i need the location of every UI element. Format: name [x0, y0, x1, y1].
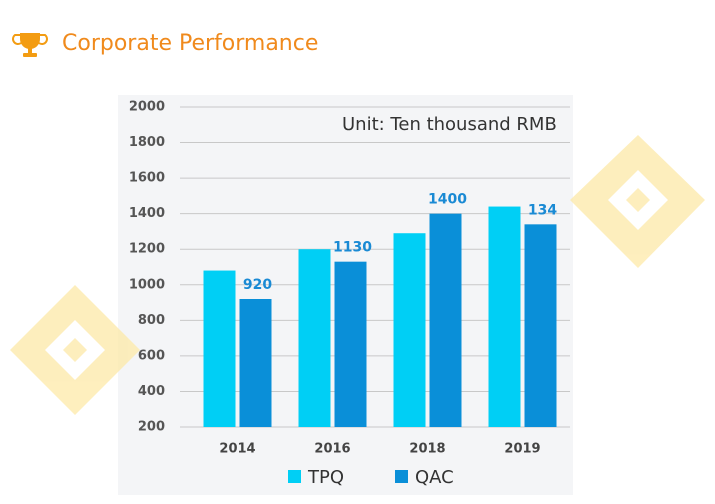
data-label: 134 — [528, 202, 557, 218]
bar — [334, 261, 367, 427]
x-tick-label: 2019 — [504, 442, 540, 457]
legend-label: QAC — [415, 467, 454, 488]
bar — [393, 233, 426, 427]
bar — [524, 224, 557, 427]
y-tick-label: 400 — [138, 384, 165, 399]
y-tick-label: 600 — [138, 348, 165, 363]
bar — [239, 299, 272, 427]
y-tick-label: 800 — [138, 313, 165, 328]
y-tick-label: 1200 — [129, 242, 165, 257]
y-tick-label: 1000 — [129, 277, 165, 292]
x-tick-label: 2016 — [314, 442, 350, 457]
x-tick-label: 2018 — [409, 442, 445, 457]
data-label: 1400 — [428, 192, 467, 208]
data-label: 1130 — [333, 240, 372, 256]
x-tick-label: 2014 — [219, 442, 255, 457]
legend-swatch — [395, 470, 408, 483]
trophy-icon — [12, 33, 48, 57]
y-tick-label: 1800 — [129, 135, 165, 150]
y-tick-label: 1400 — [129, 206, 165, 221]
data-label: 920 — [243, 277, 272, 293]
page-title: Corporate Performance — [62, 31, 318, 56]
y-tick-label: 200 — [138, 420, 165, 435]
legend-swatch — [288, 470, 301, 483]
y-tick-label: 2000 — [129, 100, 165, 115]
bar — [488, 206, 521, 427]
plot: 200 400 600 800 1000 1200 1400 1600 1800 2000 2014… — [129, 100, 570, 488]
bar — [203, 270, 236, 427]
y-tick-label: 1600 — [129, 171, 165, 186]
decoration — [10, 135, 705, 415]
unit-annotation: Unit: Ten thousand RMB — [342, 114, 557, 135]
bar — [429, 213, 462, 427]
bar — [298, 249, 331, 427]
legend-label: TPQ — [307, 467, 344, 488]
